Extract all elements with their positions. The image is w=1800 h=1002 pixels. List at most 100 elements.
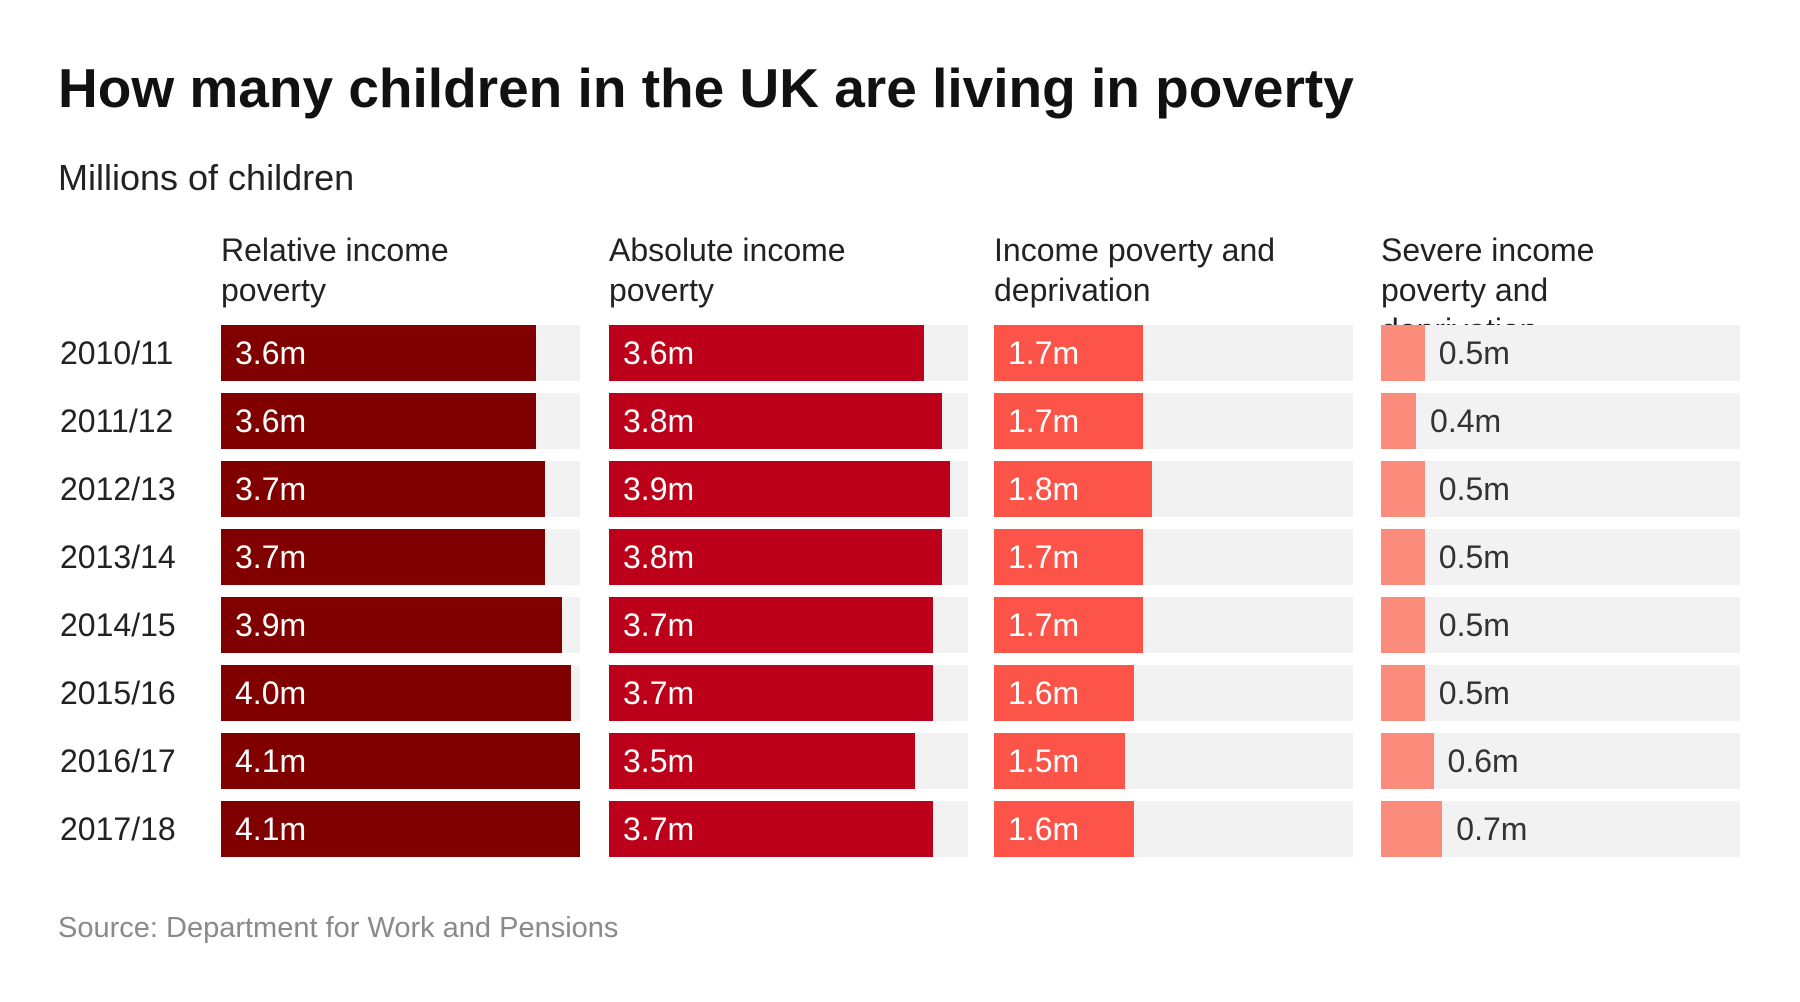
bar [609,733,916,789]
bar-track: 3.7m [609,597,968,653]
bar-track: 0.5m [1381,325,1740,381]
bar-track: 3.7m [221,529,580,585]
value-label: 4.1m [235,811,307,847]
value-label: 0.5m [1438,675,1510,711]
value-label: 0.5m [1438,471,1510,507]
bar-track: 3.7m [609,801,968,857]
bar-track: 3.7m [221,461,580,517]
panel-header: Absolute income poverty [609,232,846,308]
value-label: 4.0m [235,675,307,711]
bar-track: 4.0m [221,665,580,721]
bar [994,801,1135,857]
bar [1381,733,1434,789]
value-label: 3.7m [235,539,307,575]
value-label: 1.5m [1008,743,1080,779]
value-label: 0.6m [1447,743,1519,779]
bar [994,325,1143,381]
value-label: 3.8m [623,403,695,439]
value-label: 0.7m [1456,811,1528,847]
bar [994,597,1143,653]
value-label: 3.8m [623,539,695,575]
value-label: 1.6m [1008,811,1080,847]
bar-track: 4.1m [221,733,580,789]
bar [994,461,1152,517]
bar-track: 3.7m [609,665,968,721]
row-label: 2010/11 [60,335,174,371]
source-note: Source: Department for Work and Pensions [58,912,619,944]
panel-header: Relative income poverty [221,232,449,308]
bar [994,733,1126,789]
bar [609,461,951,517]
value-label: 0.5m [1438,335,1510,371]
bar [221,529,545,585]
row-label: 2011/12 [60,403,174,439]
value-label: 1.6m [1008,675,1080,711]
bar [221,733,580,789]
bar-track: 1.6m [994,665,1353,721]
bar [1381,801,1443,857]
bar [221,665,572,721]
bar [221,325,537,381]
bar-track: 1.8m [994,461,1353,517]
bar [609,665,933,721]
bar [1381,325,1425,381]
bar-track: 0.5m [1381,597,1740,653]
bar-track: 3.9m [609,461,968,517]
bar [1381,665,1425,721]
chart-title: How many children in the UK are living i… [58,57,1354,119]
value-label: 3.5m [623,743,695,779]
value-label: 1.8m [1008,471,1080,507]
value-label: 1.7m [1008,539,1080,575]
value-label: 0.5m [1438,607,1510,643]
bar [609,393,942,449]
row-label: 2015/16 [60,675,176,711]
value-label: 4.1m [235,743,307,779]
value-label: 3.7m [235,471,307,507]
bar-track: 0.5m [1381,529,1740,585]
bar [221,597,563,653]
value-label: 3.6m [235,403,307,439]
value-label: 1.7m [1008,335,1080,371]
bar [221,393,537,449]
value-label: 3.6m [623,335,695,371]
panel-header: Severe income poverty and deprivation [1381,232,1595,348]
bar [994,393,1143,449]
bar [221,461,545,517]
bar-track: 3.8m [609,393,968,449]
bar-track: 1.6m [994,801,1353,857]
bar-track: 3.9m [221,597,580,653]
bar [609,529,942,585]
bar [221,801,580,857]
panel-header: Income poverty and deprivation [994,232,1276,308]
value-label: 3.7m [623,607,695,643]
bar-track: 0.5m [1381,461,1740,517]
bar [994,529,1143,585]
bar-track: 1.7m [994,325,1353,381]
row-label: 2016/17 [60,743,176,779]
bar-track: 3.6m [221,393,580,449]
bar-track: 1.7m [994,597,1353,653]
value-label: 3.6m [235,335,307,371]
bar-track: 0.7m [1381,801,1740,857]
bar [609,801,933,857]
bar-track: 3.8m [609,529,968,585]
value-label: 3.7m [623,811,695,847]
bar-track: 3.6m [609,325,968,381]
value-label: 3.9m [235,607,307,643]
bar-track: 0.6m [1381,733,1740,789]
value-label: 1.7m [1008,403,1080,439]
bar [1381,529,1425,585]
row-label: 2013/14 [60,539,176,575]
bar [994,665,1135,721]
bar-track: 1.7m [994,393,1353,449]
value-label: 1.7m [1008,607,1080,643]
bar-track: 0.4m [1381,393,1740,449]
value-label: 0.5m [1438,539,1510,575]
value-label: 3.9m [623,471,695,507]
bar [1381,597,1425,653]
row-label: 2017/18 [60,811,176,847]
bar-track: 3.6m [221,325,580,381]
bar [1381,393,1417,449]
bar-track: 1.5m [994,733,1353,789]
